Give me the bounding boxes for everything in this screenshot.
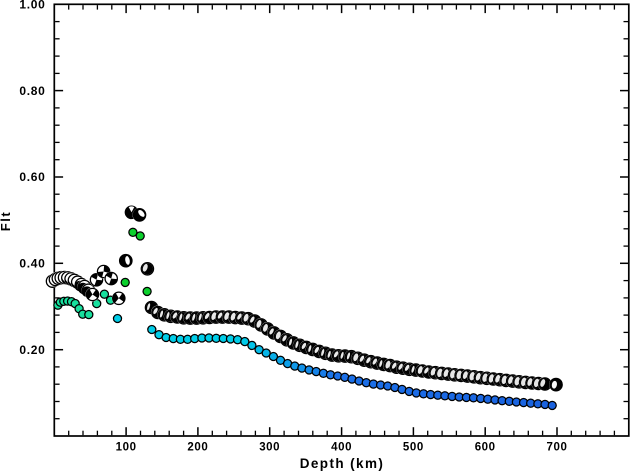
svg-text:Depth (km): Depth (km) bbox=[300, 456, 385, 471]
svg-text:0.60: 0.60 bbox=[19, 170, 45, 184]
svg-text:200: 200 bbox=[187, 442, 208, 454]
svg-text:300: 300 bbox=[259, 442, 280, 454]
svg-text:100: 100 bbox=[116, 442, 137, 454]
svg-text:Flt: Flt bbox=[0, 211, 13, 231]
svg-text:400: 400 bbox=[331, 442, 352, 454]
svg-text:500: 500 bbox=[403, 442, 424, 454]
svg-text:600: 600 bbox=[475, 442, 496, 454]
svg-text:0.80: 0.80 bbox=[19, 84, 45, 98]
svg-text:0.20: 0.20 bbox=[19, 343, 45, 357]
svg-text:0.40: 0.40 bbox=[19, 257, 45, 271]
svg-text:1.00: 1.00 bbox=[19, 0, 45, 12]
svg-text:700: 700 bbox=[547, 442, 568, 454]
